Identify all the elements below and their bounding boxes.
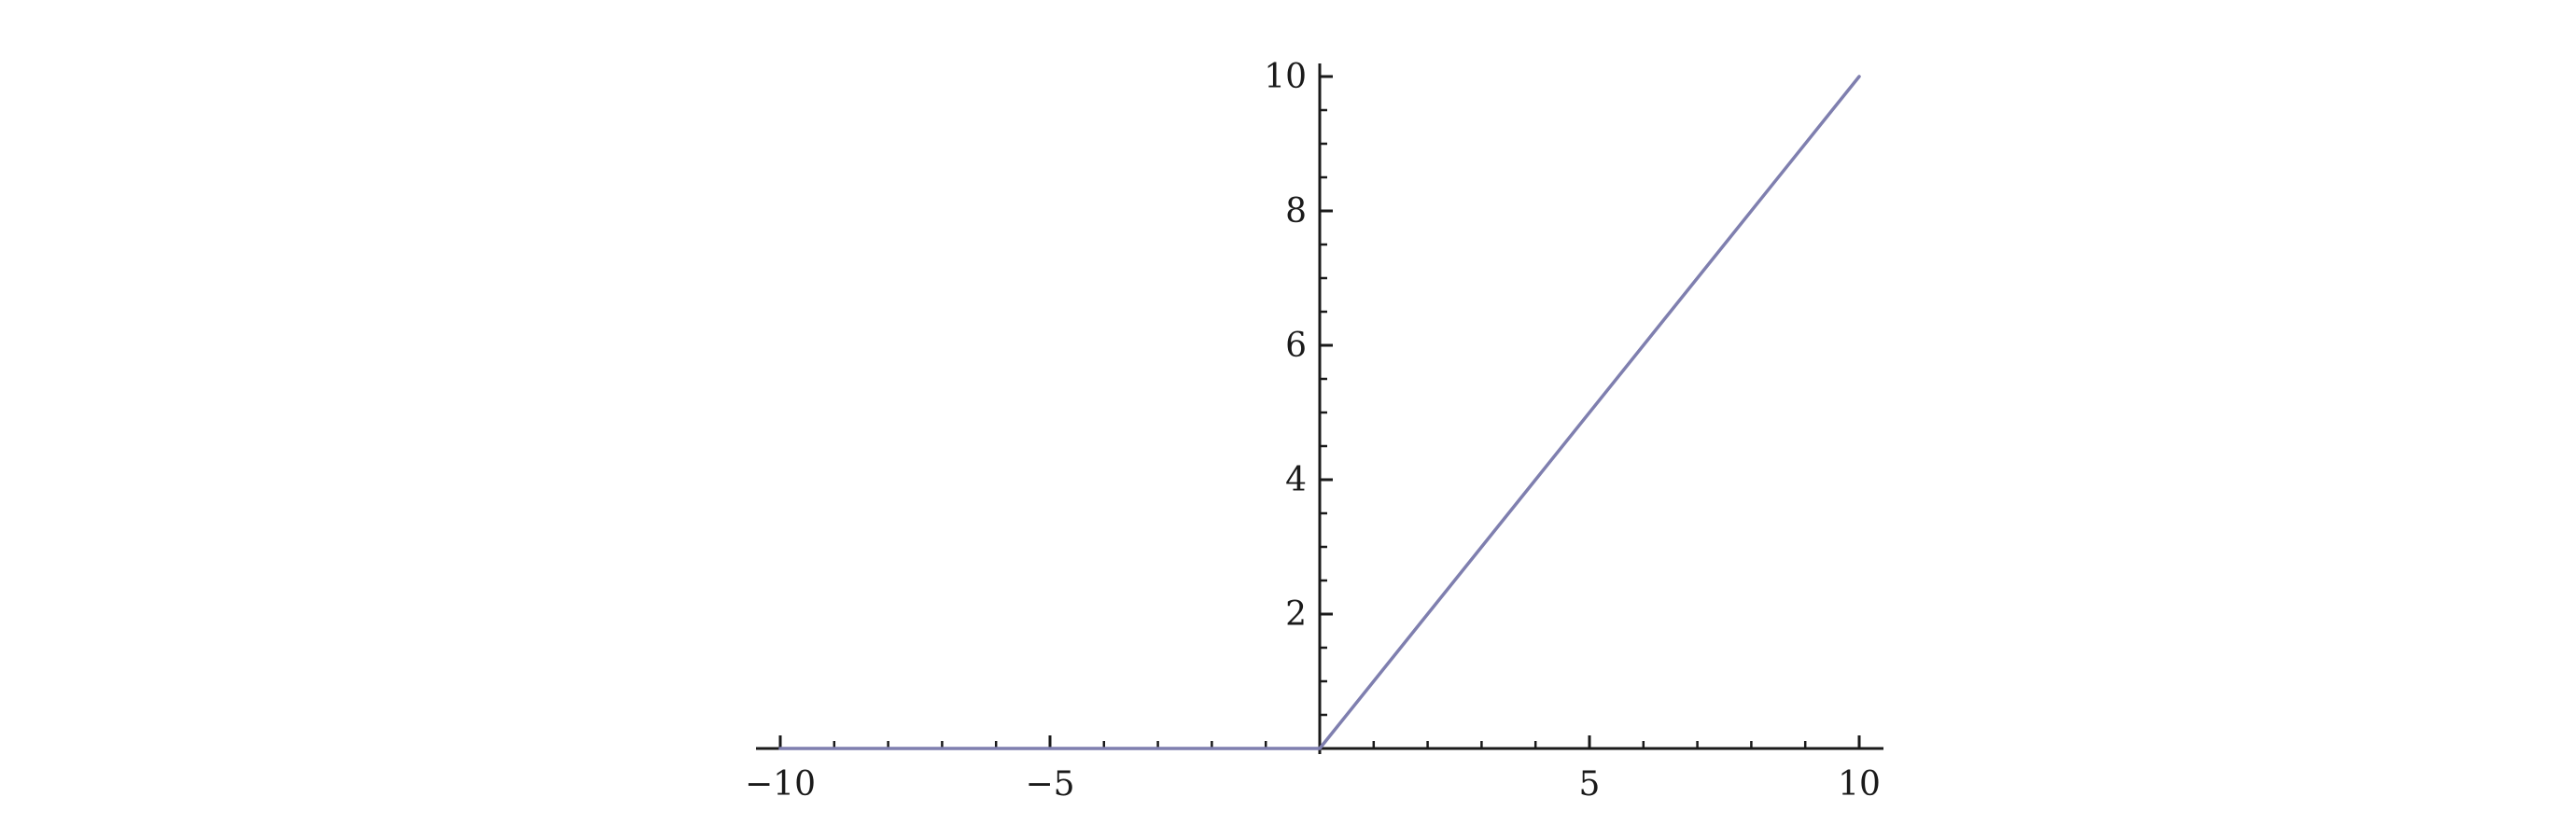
x-tick-label: −10 bbox=[745, 765, 816, 804]
y-tick-label: 2 bbox=[1285, 595, 1307, 634]
y-tick-label: 8 bbox=[1285, 192, 1307, 231]
series-layer bbox=[778, 75, 1861, 750]
tick-marks bbox=[778, 75, 1861, 748]
y-tick-label: 4 bbox=[1285, 461, 1307, 499]
series-line bbox=[778, 75, 1861, 750]
x-tick-label: 5 bbox=[1579, 765, 1601, 804]
x-tick-label: 10 bbox=[1838, 765, 1881, 804]
y-tick-label: 6 bbox=[1285, 327, 1307, 365]
axes bbox=[756, 63, 1883, 754]
x-tick-labels: −10 −5 5 10 bbox=[745, 765, 1881, 804]
y-tick-labels: 2 4 6 8 10 bbox=[1264, 58, 1307, 634]
x-tick-label: −5 bbox=[1025, 765, 1074, 804]
y-tick-label: 10 bbox=[1264, 58, 1307, 96]
